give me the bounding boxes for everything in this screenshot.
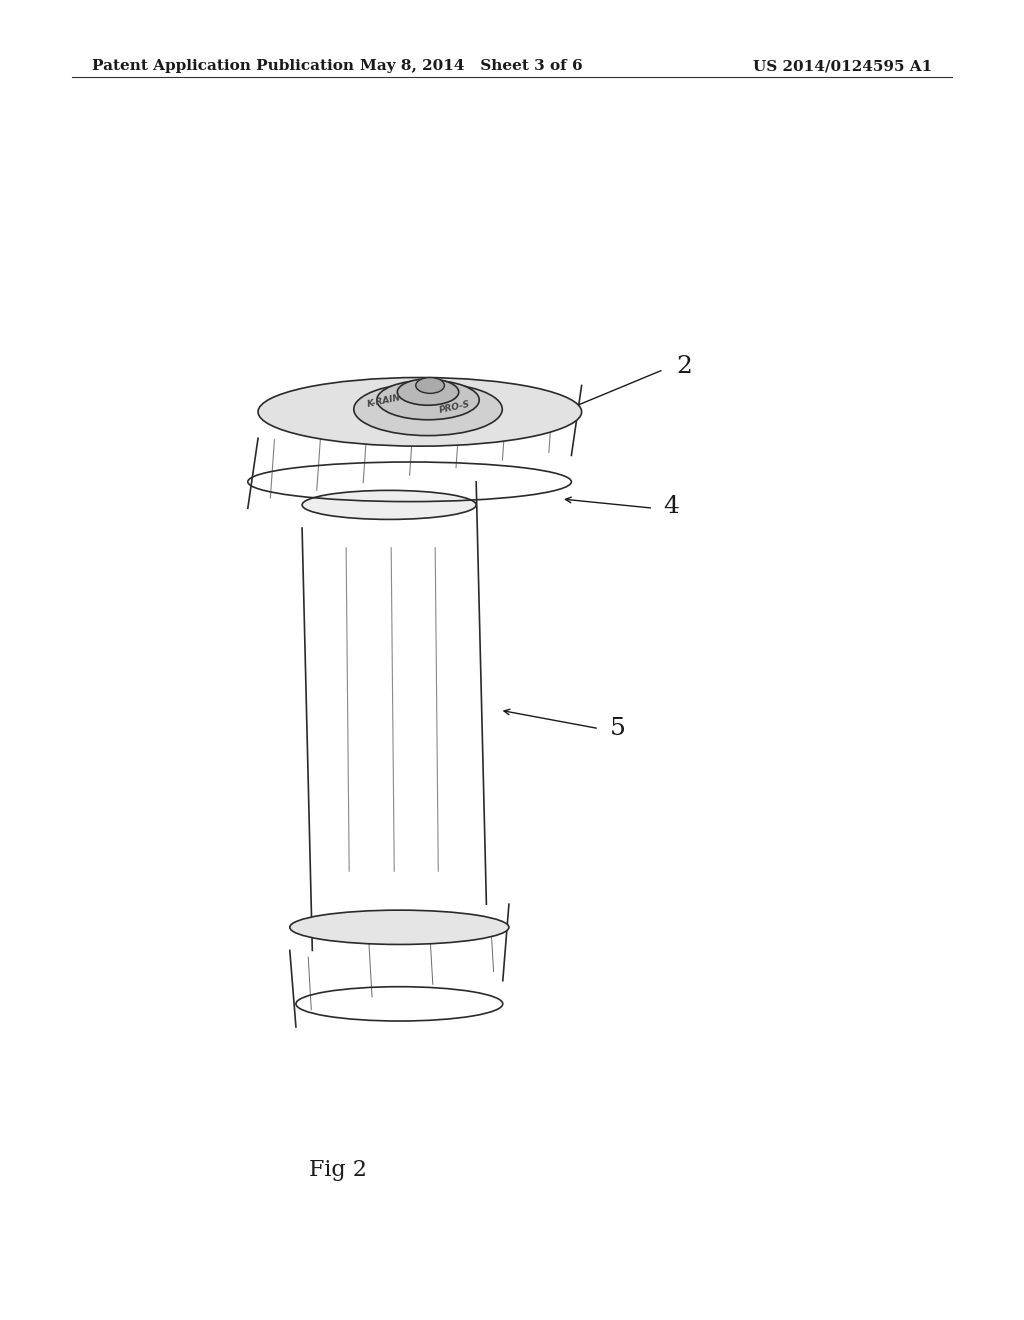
Ellipse shape [397,379,459,405]
Text: Fig 2: Fig 2 [309,1159,367,1181]
Ellipse shape [258,378,582,446]
Text: 5: 5 [610,717,627,741]
Text: Patent Application Publication: Patent Application Publication [92,59,354,74]
Ellipse shape [416,378,444,393]
Ellipse shape [302,491,476,520]
Text: May 8, 2014   Sheet 3 of 6: May 8, 2014 Sheet 3 of 6 [359,59,583,74]
Text: 4: 4 [664,495,680,519]
Text: 6: 6 [284,392,300,416]
Ellipse shape [377,380,479,420]
Text: 2: 2 [676,355,692,379]
Text: US 2014/0124595 A1: US 2014/0124595 A1 [753,59,932,74]
Text: PRO-S: PRO-S [438,400,471,416]
Text: K-RAIN: K-RAIN [367,392,402,409]
Ellipse shape [354,383,502,436]
Ellipse shape [290,911,509,945]
